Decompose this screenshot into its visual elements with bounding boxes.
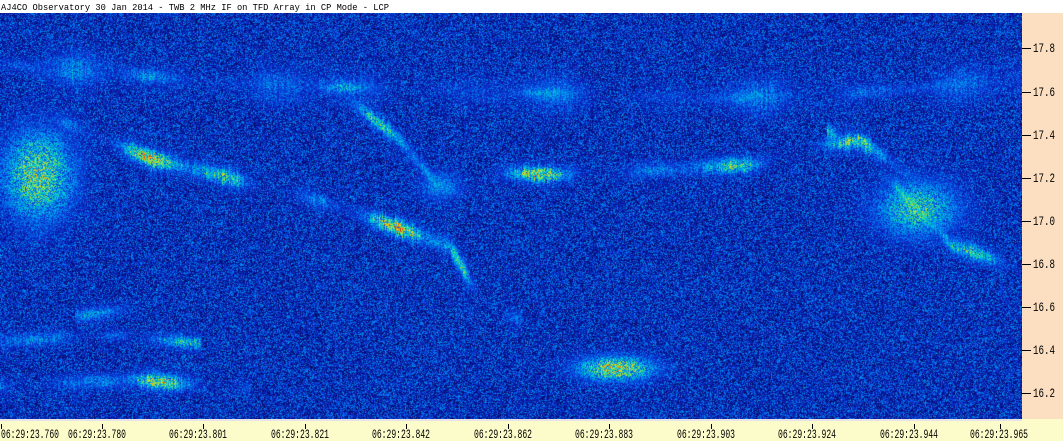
svg-text:AJ4CO Observatory 30 Jan 2014: AJ4CO Observatory 30 Jan 2014 - TWB 2 MH… [1,2,389,13]
